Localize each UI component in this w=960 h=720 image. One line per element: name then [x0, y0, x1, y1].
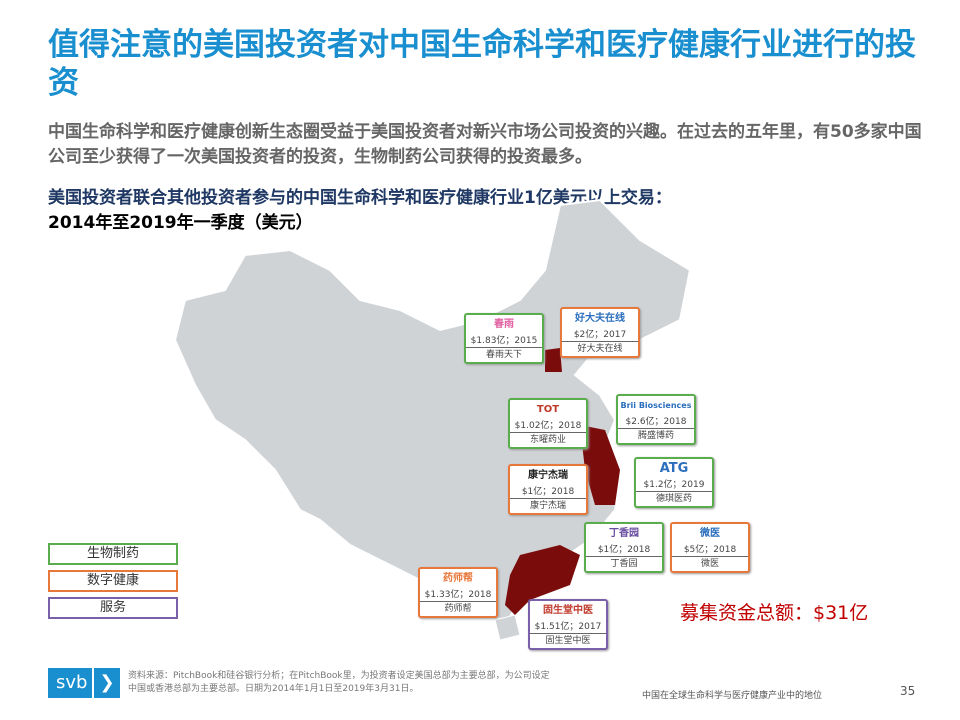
- company-logo: Brii Biosciences: [620, 401, 692, 410]
- company-logo: 好大夫在线: [575, 313, 625, 324]
- deal-card: ATG $1.2亿；2019 德琪医药: [634, 457, 714, 508]
- company-logo: 微医: [700, 528, 720, 539]
- deal-amount: $1.33亿；2018: [420, 589, 496, 602]
- deal-amount: $1亿；2018: [510, 486, 586, 499]
- company-name: 丁香园: [610, 559, 638, 569]
- deal-card: 春雨 $1.83亿；2015 春雨天下: [464, 313, 544, 364]
- deal-amount: $2.6亿；2018: [618, 416, 694, 429]
- company-logo: TOT: [536, 404, 560, 415]
- legend-digital-health: 数字健康: [48, 570, 178, 592]
- company-logo: 丁香园: [609, 528, 639, 539]
- company-name: 春雨天下: [485, 350, 522, 360]
- subtitle-line-2: 2014年至2019年一季度（美元）: [48, 213, 313, 233]
- svb-logo: svb ❯: [48, 668, 120, 698]
- legend-biopharma: 生物制药: [48, 543, 178, 565]
- deal-card: 固生堂中医 $1.51亿；2017 固生堂中医: [528, 599, 608, 650]
- hainan: [494, 614, 521, 641]
- deal-card: 药师帮 $1.33亿；2018 药师帮: [418, 567, 498, 618]
- deal-card: 微医 $5亿；2018 微医: [670, 522, 750, 573]
- deal-card: 丁香园 $1亿；2018 丁香园: [584, 522, 664, 573]
- deal-amount: $1.51亿；2017: [530, 621, 606, 634]
- page-title: 值得注意的美国投资者对中国生命科学和医疗健康行业进行的投资: [48, 27, 916, 101]
- chevron-right-icon: ❯: [92, 668, 120, 698]
- company-logo: 药师帮: [443, 573, 473, 584]
- company-logo: ATG: [659, 461, 689, 476]
- company-name: 药师帮: [444, 604, 472, 614]
- company-logo: 春雨: [494, 319, 514, 330]
- company-name: 东曜药业: [529, 435, 566, 445]
- company-name: 固生堂中医: [545, 636, 591, 646]
- footer-text: 中国在全球生命科学与医疗健康产业中的地位: [642, 691, 823, 701]
- deal-card: 康宁杰瑞 $1亿；2018 康宁杰瑞: [508, 464, 588, 515]
- company-name: 微医: [700, 559, 719, 569]
- lead-text: 中国生命科学和医疗健康创新生态圈受益于美国投资者对新兴市场公司投资的兴趣。在过去…: [48, 122, 922, 167]
- deal-card: 好大夫在线 $2亿；2017 好大夫在线: [560, 307, 640, 358]
- company-name: 腾盛博药: [637, 431, 674, 441]
- page-number: 35: [900, 684, 916, 698]
- map-subtitle: 美国投资者联合其他投资者参与的中国生命科学和医疗健康行业1亿美元以上交易： 20…: [48, 186, 868, 236]
- deal-amount: $1.83亿；2015: [466, 335, 542, 348]
- brand-text: svb: [56, 672, 88, 693]
- region-shanghai-jiangsu-zhejiang: [580, 425, 620, 505]
- deal-amount: $2亿；2017: [562, 329, 638, 342]
- company-name: 康宁杰瑞: [529, 501, 566, 511]
- company-name: 德琪医药: [655, 494, 692, 504]
- deal-card: Brii Biosciences $2.6亿；2018 腾盛博药: [616, 394, 696, 445]
- legend-services: 服务: [48, 597, 178, 619]
- subtitle-line-1: 美国投资者联合其他投资者参与的中国生命科学和医疗健康行业1亿美元以上交易：: [48, 188, 672, 208]
- source-note: 资料来源：PitchBook和硅谷银行分析；在PitchBook里，为投资者设定…: [128, 671, 550, 694]
- deal-amount: $1.2亿；2019: [636, 479, 712, 492]
- region-guangdong: [505, 545, 580, 615]
- deal-amount: $1亿；2018: [586, 544, 662, 557]
- company-logo: 固生堂中医: [543, 605, 593, 616]
- deal-amount: $5亿；2018: [672, 544, 748, 557]
- deal-card: TOT $1.02亿；2018 东曜药业: [508, 398, 588, 449]
- china-outline: [173, 198, 692, 627]
- region-beijing: [545, 348, 562, 372]
- total-raised: 募集资金总额：$31亿: [680, 602, 869, 624]
- deal-amount: $1.02亿；2018: [510, 420, 586, 433]
- company-logo: 康宁杰瑞: [528, 470, 568, 481]
- company-name: 好大夫在线: [577, 344, 623, 354]
